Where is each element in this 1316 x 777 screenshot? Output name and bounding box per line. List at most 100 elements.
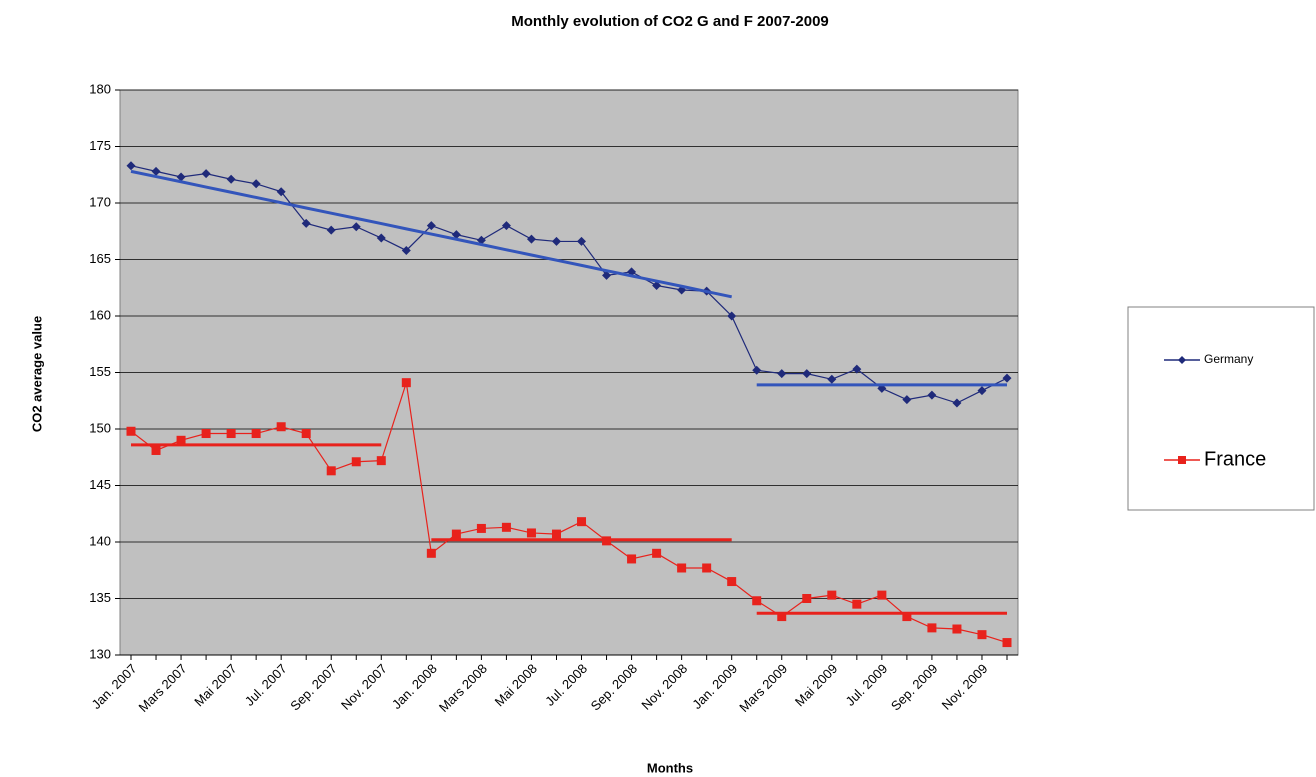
marker <box>1002 373 1012 383</box>
y-tick-label: 170 <box>89 194 111 209</box>
marker <box>777 612 787 622</box>
x-tick-label: Sep. 2009 <box>888 661 941 714</box>
marker <box>802 594 812 603</box>
marker <box>551 236 561 246</box>
marker <box>126 161 136 171</box>
marker <box>777 369 787 379</box>
marker <box>376 233 386 243</box>
x-tick-label: Jan. 2009 <box>689 661 740 712</box>
marker <box>201 169 211 179</box>
marker <box>551 529 561 539</box>
marker <box>952 624 962 634</box>
trend-line <box>130 169 732 299</box>
marker <box>677 563 687 573</box>
marker <box>627 554 637 564</box>
marker <box>501 522 511 532</box>
marker <box>526 234 536 244</box>
marker <box>276 422 286 432</box>
legend-box <box>1127 306 1315 511</box>
marker <box>226 429 236 439</box>
x-tick-label: Mars 2008 <box>436 661 490 715</box>
y-tick-label: 135 <box>89 590 111 605</box>
x-axis-label: Months <box>647 760 693 775</box>
marker <box>1002 638 1012 648</box>
marker <box>852 364 862 374</box>
marker <box>902 612 912 622</box>
marker <box>927 390 937 400</box>
marker <box>501 221 511 231</box>
marker <box>326 466 336 476</box>
marker <box>877 590 887 600</box>
marker <box>827 374 837 384</box>
marker <box>376 456 386 466</box>
marker <box>952 398 962 408</box>
marker <box>827 590 837 600</box>
marker <box>351 222 361 232</box>
marker <box>351 457 361 467</box>
marker <box>201 429 211 439</box>
x-tick-label: Jan. 2007 <box>89 661 140 712</box>
marker <box>251 179 261 189</box>
y-tick-label: 175 <box>89 138 111 153</box>
x-tick-label: Jul. 2009 <box>842 661 890 709</box>
marker <box>977 630 987 640</box>
marker <box>426 221 436 231</box>
legend-label: Germany <box>1204 352 1253 366</box>
marker <box>602 270 612 280</box>
x-tick-label: Mai 2008 <box>492 661 540 709</box>
y-axis-label: CO2 average value <box>29 316 44 432</box>
y-tick-label: 160 <box>89 307 111 322</box>
legend-label: France <box>1204 448 1266 470</box>
marker <box>702 563 712 573</box>
marker <box>752 365 762 375</box>
x-tick-label: Nov. 2008 <box>638 661 690 713</box>
marker <box>126 426 136 436</box>
y-tick-label: 155 <box>89 364 111 379</box>
x-tick-label: Mai 2007 <box>191 661 239 709</box>
marker <box>426 548 436 558</box>
x-tick-label: Mars 2007 <box>136 661 190 715</box>
x-tick-label: Nov. 2007 <box>338 661 390 713</box>
x-tick-label: Jan. 2008 <box>389 661 440 712</box>
y-tick-label: 140 <box>89 533 111 548</box>
marker <box>151 166 161 176</box>
marker <box>526 528 536 538</box>
x-tick-label: Jul. 2007 <box>242 661 290 709</box>
marker <box>577 517 587 527</box>
marker <box>251 429 261 439</box>
marker <box>151 445 161 455</box>
marker <box>401 378 411 388</box>
series-line <box>130 165 1008 404</box>
x-tick-label: Sep. 2007 <box>287 661 340 714</box>
marker <box>902 395 912 405</box>
x-tick-label: Jul. 2008 <box>542 661 590 709</box>
marker <box>727 577 737 587</box>
y-tick-label: 130 <box>89 646 111 661</box>
marker <box>927 623 937 633</box>
marker <box>301 218 311 228</box>
marker <box>577 236 587 246</box>
y-tick-label: 145 <box>89 477 111 492</box>
marker <box>977 386 987 396</box>
marker <box>652 548 662 558</box>
y-tick-label: 150 <box>89 420 111 435</box>
marker <box>226 174 236 184</box>
y-tick-label: 165 <box>89 251 111 266</box>
marker <box>401 245 411 255</box>
chart-title: Monthly evolution of CO2 G and F 2007-20… <box>511 13 829 30</box>
marker <box>176 172 186 182</box>
x-tick-label: Nov. 2009 <box>939 661 991 713</box>
marker <box>652 280 662 290</box>
marker <box>752 596 762 606</box>
marker <box>476 523 486 533</box>
marker <box>276 187 286 197</box>
marker <box>852 599 862 609</box>
y-tick-label: 180 <box>89 81 111 96</box>
marker <box>451 230 461 240</box>
marker <box>326 225 336 235</box>
x-tick-label: Sep. 2008 <box>588 661 641 714</box>
marker <box>802 369 812 379</box>
marker <box>451 529 461 539</box>
marker <box>727 311 737 321</box>
